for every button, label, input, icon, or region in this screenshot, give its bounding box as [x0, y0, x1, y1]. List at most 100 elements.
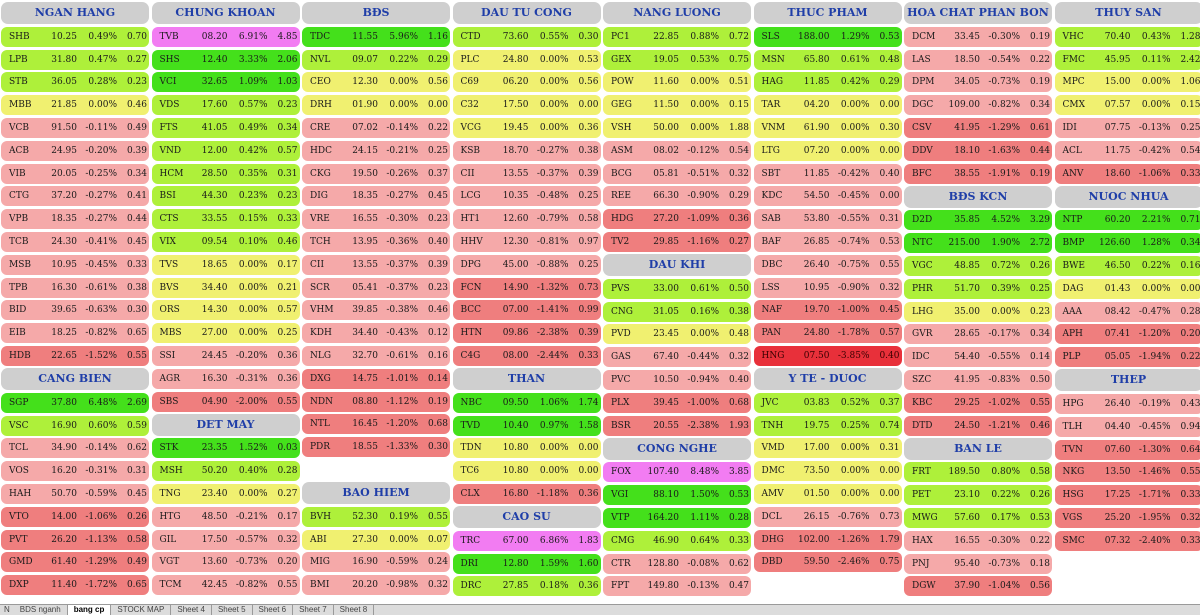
stock-row[interactable]: BWE46.500.22%0.16 [1055, 256, 1200, 276]
stock-row[interactable]: TCM42.45-0.82%0.55 [152, 575, 300, 595]
stock-row[interactable]: STB36.050.28%0.23 [1, 72, 149, 92]
stock-row[interactable]: C3217.500.00%0.00 [453, 95, 601, 115]
stock-row[interactable]: DRH01.900.00%0.00 [302, 95, 450, 115]
stock-row[interactable]: TCL34.90-0.14%0.62 [1, 438, 149, 458]
stock-row[interactable]: FRT189.500.80%0.58 [904, 462, 1052, 482]
stock-row[interactable]: VNM61.900.00%0.30 [754, 118, 902, 138]
stock-row[interactable]: PDR18.55-1.33%0.30 [302, 437, 450, 457]
stock-row[interactable]: GVR28.65-0.17%0.34 [904, 324, 1052, 344]
stock-row[interactable]: IDI07.75-0.13%0.25 [1055, 118, 1200, 138]
stock-row[interactable]: DGW37.90-1.04%0.56 [904, 576, 1052, 596]
stock-row[interactable]: PVT26.20-1.13%0.58 [1, 530, 149, 550]
stock-row[interactable]: TVD10.400.97%1.58 [453, 416, 601, 436]
stock-row[interactable]: KDC54.50-0.45%0.00 [754, 186, 902, 206]
stock-row[interactable]: VRE16.55-0.30%0.23 [302, 209, 450, 229]
stock-row[interactable]: PVD23.450.00%0.48 [603, 324, 751, 344]
stock-row[interactable]: VTP164.201.11%0.28 [603, 508, 751, 528]
stock-row[interactable]: DDV18.10-1.63%0.44 [904, 141, 1052, 161]
stock-row[interactable]: BVS34.400.00%0.21 [152, 278, 300, 298]
stock-row[interactable]: APH07.41-1.20%0.20 [1055, 324, 1200, 344]
stock-row[interactable]: DBD59.50-2.46%0.75 [754, 552, 902, 572]
stock-row[interactable]: HNG07.50-3.85%0.40 [754, 346, 902, 366]
stock-row[interactable]: SMC07.32-2.40%0.33 [1055, 531, 1200, 551]
stock-row[interactable]: PAN24.80-1.78%0.57 [754, 323, 902, 343]
stock-row[interactable]: HT112.60-0.79%0.58 [453, 209, 601, 229]
stock-row[interactable]: VGI88.101.50%0.53 [603, 485, 751, 505]
stock-row[interactable]: MIG16.90-0.59%0.24 [302, 552, 450, 572]
stock-row[interactable]: DCL26.15-0.76%0.73 [754, 507, 902, 527]
stock-row[interactable]: TLH04.40-0.45%0.94 [1055, 417, 1200, 437]
stock-row[interactable]: BVH52.300.19%0.55 [302, 507, 450, 527]
stock-row[interactable]: DRI12.801.59%1.60 [453, 554, 601, 574]
stock-row[interactable]: SHB10.250.49%0.70 [1, 27, 149, 47]
stock-row[interactable]: ACB24.95-0.20%0.39 [1, 141, 149, 161]
stock-row[interactable]: HDG27.20-1.09%0.36 [603, 209, 751, 229]
stock-row[interactable]: GEG11.500.00%0.15 [603, 95, 751, 115]
stock-row[interactable]: FTS41.050.49%0.34 [152, 118, 300, 138]
stock-row[interactable]: BAF26.85-0.74%0.53 [754, 232, 902, 252]
stock-row[interactable]: ABI27.300.00%0.07 [302, 530, 450, 550]
stock-row[interactable]: HDB22.65-1.52%0.55 [1, 346, 149, 366]
stock-row[interactable]: C4G08.00-2.44%0.33 [453, 346, 601, 366]
stock-row[interactable]: VIB20.05-0.25%0.34 [1, 164, 149, 184]
stock-row[interactable]: BSR20.55-2.38%1.93 [603, 416, 751, 436]
stock-row[interactable]: SCR05.41-0.37%0.23 [302, 278, 450, 298]
stock-row[interactable]: KSB18.70-0.27%0.38 [453, 141, 601, 161]
stock-row[interactable]: HPG26.40-0.19%0.43 [1055, 394, 1200, 414]
stock-row[interactable]: TVB08.206.91%4.85 [152, 27, 300, 47]
stock-row[interactable]: FOX107.408.48%3.85 [603, 462, 751, 482]
stock-row[interactable]: PC122.850.88%0.72 [603, 27, 751, 47]
stock-row[interactable]: TRC67.006.86%1.83 [453, 531, 601, 551]
stock-row[interactable]: NAF19.70-1.00%0.45 [754, 300, 902, 320]
stock-row[interactable]: EIB18.25-0.82%0.65 [1, 323, 149, 343]
stock-row[interactable]: VIX09.540.10%0.46 [152, 232, 300, 252]
stock-row[interactable]: NDN08.80-1.12%0.19 [302, 392, 450, 412]
stock-row[interactable]: TCB24.30-0.41%0.45 [1, 232, 149, 252]
stock-row[interactable]: SHS12.403.33%2.06 [152, 50, 300, 70]
stock-row[interactable]: DTD24.50-1.21%0.46 [904, 416, 1052, 436]
stock-row[interactable]: DPG45.00-0.88%0.25 [453, 255, 601, 275]
stock-row[interactable]: CTG37.20-0.27%0.41 [1, 186, 149, 206]
stock-row[interactable]: VTO14.00-1.06%0.26 [1, 507, 149, 527]
stock-row[interactable]: LCG10.35-0.48%0.25 [453, 186, 601, 206]
stock-row[interactable]: TNH19.750.25%0.74 [754, 416, 902, 436]
stock-row[interactable]: DHG102.00-1.26%1.79 [754, 530, 902, 550]
stock-row[interactable]: PVS33.000.61%0.50 [603, 279, 751, 299]
stock-row[interactable]: CTR128.80-0.08%0.62 [603, 554, 751, 574]
stock-row[interactable]: PET23.100.22%0.26 [904, 485, 1052, 505]
stock-row[interactable]: TPB16.30-0.61%0.38 [1, 278, 149, 298]
stock-row[interactable]: HAG11.850.42%0.29 [754, 72, 902, 92]
stock-row[interactable]: ASM08.02-0.12%0.54 [603, 141, 751, 161]
stock-row[interactable]: VMD17.000.00%0.31 [754, 438, 902, 458]
stock-row[interactable]: ANV18.60-1.06%0.33 [1055, 164, 1200, 184]
stock-row[interactable]: DMC73.500.00%0.00 [754, 461, 902, 481]
stock-row[interactable]: DBC26.40-0.75%0.55 [754, 255, 902, 275]
stock-row[interactable]: NVL09.070.22%0.29 [302, 50, 450, 70]
stock-row[interactable]: TDC11.555.96%1.16 [302, 27, 450, 47]
stock-row[interactable]: DIG18.35-0.27%0.45 [302, 186, 450, 206]
stock-row[interactable]: ORS14.300.00%0.57 [152, 300, 300, 320]
stock-row[interactable]: LAS18.50-0.54%0.22 [904, 50, 1052, 70]
stock-row[interactable]: NLG32.70-0.61%0.16 [302, 346, 450, 366]
stock-row[interactable]: TC610.800.00%0.00 [453, 461, 601, 481]
stock-row[interactable]: PLC24.800.00%0.53 [453, 50, 601, 70]
stock-row[interactable]: CRE07.02-0.14%0.22 [302, 118, 450, 138]
stock-row[interactable]: BSI44.300.23%0.23 [152, 186, 300, 206]
stock-row[interactable]: STK23.351.52%0.03 [152, 438, 300, 458]
stock-row[interactable]: LTG07.200.00%0.00 [754, 141, 902, 161]
stock-row[interactable]: HDC24.15-0.21%0.25 [302, 141, 450, 161]
stock-row[interactable]: MBS27.000.00%0.25 [152, 323, 300, 343]
stock-row[interactable]: DAG01.430.00%0.00 [1055, 279, 1200, 299]
stock-row[interactable]: TDN10.800.00%0.00 [453, 438, 601, 458]
stock-row[interactable]: SLS188.001.29%0.53 [754, 27, 902, 47]
stock-row[interactable]: HTN09.86-2.38%0.39 [453, 323, 601, 343]
stock-row[interactable]: VHC70.400.43%1.28 [1055, 27, 1200, 47]
stock-row[interactable]: CMG46.900.64%0.33 [603, 531, 751, 551]
stock-row[interactable]: LHG35.000.00%0.23 [904, 302, 1052, 322]
stock-row[interactable]: MWG57.600.17%0.53 [904, 508, 1052, 528]
stock-row[interactable]: HAH50.70-0.59%0.45 [1, 484, 149, 504]
stock-row[interactable]: VND12.000.42%0.57 [152, 141, 300, 161]
stock-row[interactable]: BID39.65-0.63%0.30 [1, 300, 149, 320]
stock-row[interactable]: SAB53.80-0.55%0.31 [754, 209, 902, 229]
stock-row[interactable]: CTS33.550.15%0.33 [152, 209, 300, 229]
